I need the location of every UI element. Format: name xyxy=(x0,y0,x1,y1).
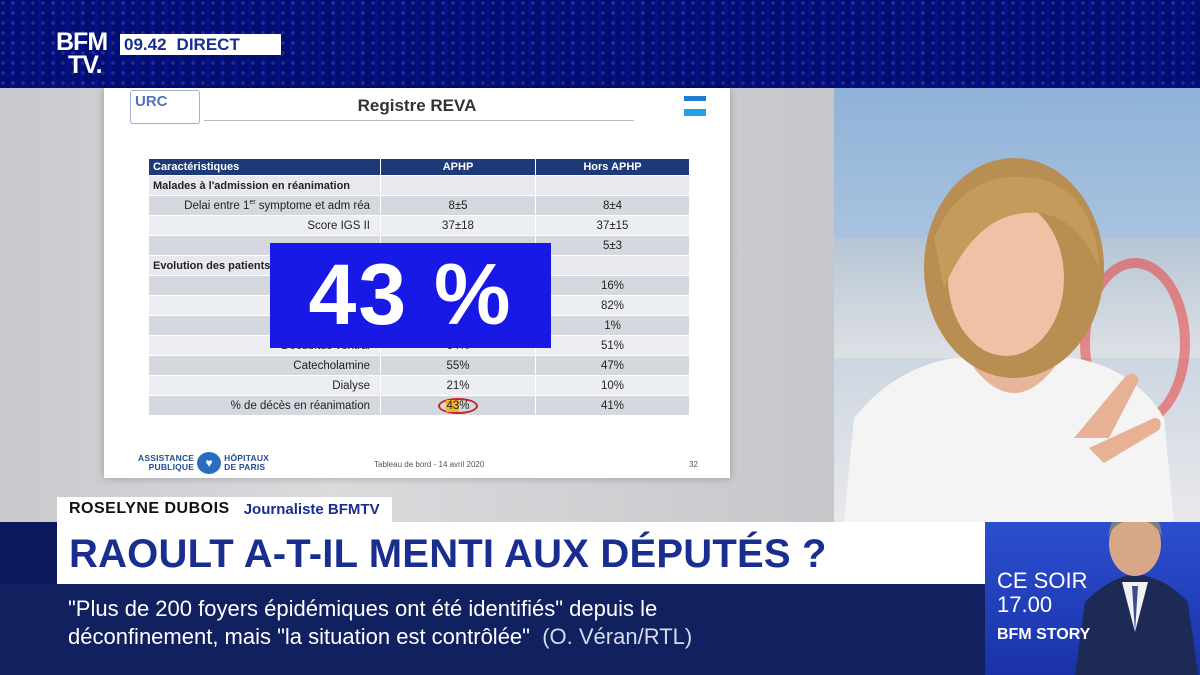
top-banner xyxy=(0,0,1200,88)
journalist-role: Journaliste BFMTV xyxy=(239,497,392,522)
ticker-source: (O. Véran/RTL) xyxy=(542,624,693,649)
journalist-name: ROSELYNE DUBOIS xyxy=(57,497,240,522)
header-aphp: APHP xyxy=(380,158,536,176)
row-hors: 51% xyxy=(535,335,690,356)
ticker-line-1: "Plus de 200 foyers épidémiques ont été … xyxy=(68,596,658,621)
percent-sign: % xyxy=(459,399,470,412)
row-hors: 1% xyxy=(535,315,690,336)
table-row: Delai entre 1er symptome et adm réa 8±5 … xyxy=(148,195,690,216)
promo-show-name: BFM STORY xyxy=(997,626,1091,643)
big-stat-overlay: 43 % xyxy=(270,243,551,348)
logo-line-1: BFM xyxy=(56,28,108,56)
urc-logo-text: URC xyxy=(135,93,168,110)
row-label: % de décès en réanimation xyxy=(148,395,381,416)
guest-photo xyxy=(1075,522,1198,675)
org-line-4: DE PARIS xyxy=(224,462,266,472)
table-header-row: Caractéristiques APHP Hors APHP xyxy=(148,158,690,176)
ticker-line-2-text: déconfinement, mais "la situation est co… xyxy=(68,624,530,649)
news-ticker: "Plus de 200 foyers épidémiques ont été … xyxy=(0,584,985,675)
row-label: Dialyse xyxy=(148,375,381,396)
table-row: Score IGS II 37±18 37±15 xyxy=(148,215,690,236)
heart-icon: ♥ xyxy=(197,452,222,474)
presenter-video xyxy=(834,88,1200,522)
row-label: Delai entre 1er symptome et adm réa xyxy=(148,195,381,216)
slide-caption: Tableau de bord - 14 avril 2020 xyxy=(374,460,485,469)
highlighted-number: 43 xyxy=(446,399,460,412)
row-hors: 37±15 xyxy=(535,215,690,236)
row-hors: 47% xyxy=(535,355,690,376)
table-group-row: Malades à l'admission en réanimation xyxy=(148,175,690,196)
logo-line-2: TV. xyxy=(68,51,103,79)
org-line-2: PUBLIQUE xyxy=(148,462,195,472)
row-hors: 41% xyxy=(535,395,690,416)
row-hors: 10% xyxy=(535,375,690,396)
ticker-line-2: déconfinement, mais "la situation est co… xyxy=(68,624,692,650)
org-line-3: HÔPITAUX xyxy=(224,453,270,463)
headline: RAOULT A-T-IL MENTI AUX DÉPUTÉS ? xyxy=(57,522,985,584)
row-aphp: 8±5 xyxy=(380,195,536,216)
table-row: Dialyse 21% 10% xyxy=(148,375,690,396)
presenter-figure xyxy=(844,158,1174,522)
row-aphp: 55% xyxy=(380,355,536,376)
org-line-1: ASSISTANCE xyxy=(138,453,195,463)
name-bar: ROSELYNE DUBOIS Journaliste BFMTV xyxy=(57,497,392,522)
clock-time: 09.42 xyxy=(124,34,167,54)
row-label: Catecholamine xyxy=(148,355,381,376)
table-row: Catecholamine 55% 47% xyxy=(148,355,690,376)
row-hors: 8±4 xyxy=(535,195,690,216)
row-aphp: 43% xyxy=(380,395,536,416)
row-aphp: 21% xyxy=(380,375,536,396)
circled-value: 43% xyxy=(438,397,478,414)
aphp-logo: ASSISTANCE PUBLIQUE ♥ HÔPITAUX DE PARIS xyxy=(138,452,269,474)
row-hors: 16% xyxy=(535,275,690,296)
header-hors-aphp: Hors APHP xyxy=(535,158,690,176)
live-label: DIRECT xyxy=(176,34,240,54)
slide-footer: ASSISTANCE PUBLIQUE ♥ HÔPITAUX DE PARIS … xyxy=(138,450,698,474)
row-aphp: 37±18 xyxy=(380,215,536,236)
row-hors: 5±3 xyxy=(535,235,690,256)
slide-page-number: 32 xyxy=(689,460,698,469)
promo-line-1: CE SOIR xyxy=(997,568,1088,593)
promo-line-2: 17.00 xyxy=(997,592,1053,617)
corner-decoration xyxy=(684,88,706,132)
promo-time: CE SOIR 17.00 xyxy=(997,569,1087,617)
title-divider xyxy=(204,120,634,121)
video-stage: URC Registre REVA Caractéristiques APHP … xyxy=(0,88,1200,522)
slide-title: Registre REVA xyxy=(357,96,477,115)
header-characteristics: Caractéristiques xyxy=(148,158,381,176)
row-hors: 82% xyxy=(535,295,690,316)
row-label: Score IGS II xyxy=(148,215,381,236)
live-indicator: 09.42 DIRECT xyxy=(120,34,281,55)
urc-logo: URC xyxy=(130,90,200,124)
group-label: Malades à l'admission en réanimation xyxy=(148,175,381,196)
bfmtv-logo: BFM TV. xyxy=(56,28,118,83)
show-promo: CE SOIR 17.00 BFM STORY xyxy=(985,522,1200,675)
table-row: % de décès en réanimation 43% 41% xyxy=(148,395,690,416)
